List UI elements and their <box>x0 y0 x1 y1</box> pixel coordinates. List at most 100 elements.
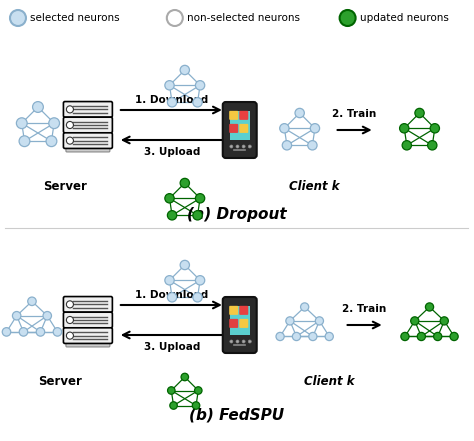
FancyBboxPatch shape <box>239 306 248 315</box>
Text: selected neurons: selected neurons <box>30 13 119 23</box>
Circle shape <box>295 108 304 118</box>
Text: (b) FedSPU: (b) FedSPU <box>189 407 284 422</box>
Circle shape <box>426 303 434 311</box>
FancyBboxPatch shape <box>66 145 110 152</box>
FancyBboxPatch shape <box>230 306 250 335</box>
Circle shape <box>167 211 177 220</box>
Circle shape <box>230 145 233 148</box>
Text: Client k: Client k <box>289 180 340 193</box>
Circle shape <box>170 402 177 409</box>
Circle shape <box>309 333 317 340</box>
Circle shape <box>242 340 245 343</box>
Circle shape <box>66 301 73 308</box>
Circle shape <box>195 194 205 203</box>
Circle shape <box>10 10 26 26</box>
Circle shape <box>12 311 21 320</box>
Circle shape <box>230 340 233 343</box>
FancyBboxPatch shape <box>64 328 112 344</box>
Circle shape <box>2 328 11 336</box>
FancyBboxPatch shape <box>239 319 248 328</box>
FancyBboxPatch shape <box>64 133 112 149</box>
Circle shape <box>248 145 251 148</box>
Circle shape <box>167 10 183 26</box>
Circle shape <box>43 311 52 320</box>
Circle shape <box>417 333 426 340</box>
Circle shape <box>242 145 245 148</box>
FancyBboxPatch shape <box>223 297 257 353</box>
Circle shape <box>66 332 73 339</box>
Circle shape <box>46 136 57 146</box>
Circle shape <box>315 317 323 325</box>
Circle shape <box>280 123 289 133</box>
Circle shape <box>440 317 448 325</box>
Circle shape <box>66 106 73 113</box>
FancyBboxPatch shape <box>223 102 257 158</box>
Circle shape <box>192 402 200 409</box>
Circle shape <box>195 276 205 285</box>
FancyBboxPatch shape <box>230 111 250 140</box>
FancyBboxPatch shape <box>229 306 238 315</box>
Circle shape <box>193 97 202 107</box>
Text: updated neurons: updated neurons <box>360 13 448 23</box>
FancyBboxPatch shape <box>239 111 248 120</box>
Circle shape <box>430 123 439 133</box>
Circle shape <box>180 178 190 188</box>
Circle shape <box>292 333 301 340</box>
Circle shape <box>27 297 36 306</box>
Circle shape <box>286 317 294 325</box>
Circle shape <box>36 328 45 336</box>
FancyBboxPatch shape <box>64 117 112 133</box>
Circle shape <box>325 333 333 340</box>
Text: 2. Train: 2. Train <box>343 304 387 314</box>
Circle shape <box>401 333 409 340</box>
Circle shape <box>195 81 205 90</box>
Circle shape <box>428 141 437 150</box>
Circle shape <box>450 333 458 340</box>
Circle shape <box>180 65 190 75</box>
Circle shape <box>180 260 190 270</box>
FancyBboxPatch shape <box>229 111 238 120</box>
FancyBboxPatch shape <box>64 296 112 312</box>
Text: Server: Server <box>43 180 87 193</box>
Circle shape <box>410 317 419 325</box>
Circle shape <box>193 211 202 220</box>
Circle shape <box>167 97 177 107</box>
Circle shape <box>236 145 239 148</box>
Circle shape <box>415 108 424 118</box>
Circle shape <box>66 317 73 324</box>
FancyBboxPatch shape <box>64 101 112 117</box>
Text: (a) Dropout: (a) Dropout <box>187 208 287 223</box>
Text: 2. Train: 2. Train <box>332 109 377 119</box>
Circle shape <box>66 137 73 144</box>
Circle shape <box>402 141 411 150</box>
Circle shape <box>165 276 174 285</box>
Circle shape <box>248 340 251 343</box>
Circle shape <box>165 194 174 203</box>
Circle shape <box>400 123 409 133</box>
Circle shape <box>236 340 239 343</box>
Text: Server: Server <box>38 375 82 388</box>
FancyBboxPatch shape <box>239 124 248 133</box>
Circle shape <box>17 118 27 129</box>
Circle shape <box>194 387 202 394</box>
Circle shape <box>19 328 27 336</box>
Text: 3. Upload: 3. Upload <box>144 342 200 352</box>
Circle shape <box>308 141 317 150</box>
Text: 1. Download: 1. Download <box>135 290 209 300</box>
Circle shape <box>340 10 356 26</box>
Circle shape <box>282 141 292 150</box>
Circle shape <box>33 101 43 112</box>
Text: Client k: Client k <box>304 375 355 388</box>
Circle shape <box>167 293 177 302</box>
FancyBboxPatch shape <box>64 312 112 328</box>
Text: 1. Download: 1. Download <box>135 95 209 105</box>
Circle shape <box>66 121 73 128</box>
Circle shape <box>193 293 202 302</box>
Circle shape <box>434 333 442 340</box>
FancyBboxPatch shape <box>66 340 110 347</box>
Circle shape <box>310 123 319 133</box>
Circle shape <box>168 387 175 394</box>
FancyBboxPatch shape <box>229 319 238 328</box>
Circle shape <box>53 328 62 336</box>
Circle shape <box>19 136 30 146</box>
